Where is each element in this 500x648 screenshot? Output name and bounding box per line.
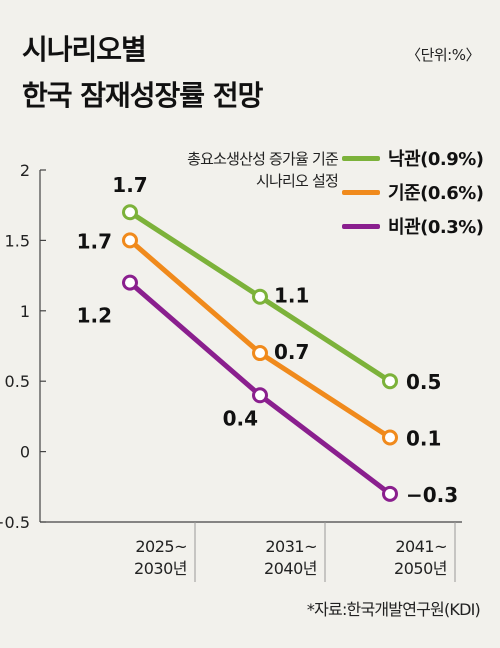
y-tick-label: 0.5 (5, 372, 30, 391)
x-tick-label: 2025~ (135, 537, 187, 556)
legend-swatch-baseline (342, 189, 380, 195)
x-tick-label: 2041~ (395, 537, 447, 556)
y-tick-label: 1.5 (5, 231, 30, 250)
legend-swatch-optimistic (342, 155, 380, 161)
data-point-2-0 (122, 274, 138, 291)
chart-title-line1: 시나리오별 (22, 33, 147, 66)
unit-label: 〈단위:%〉 (406, 46, 480, 64)
legend-item-optimistic: 낙관(0.9%) (342, 141, 484, 175)
legend-item-pessimistic: 비관(0.3%) (342, 209, 484, 243)
legend-label-pessimistic: 비관(0.3%) (388, 217, 484, 238)
data-label-0-1: 1.1 (274, 284, 309, 308)
scenario-note-line2: 시나리오 설정 (256, 172, 339, 190)
y-tick-label: −0.5 (0, 513, 30, 532)
data-point-0-1 (252, 288, 268, 305)
x-tick-label: 2030년 (134, 559, 187, 578)
data-point-2-2 (382, 485, 398, 502)
data-label-2-0: 1.2 (77, 304, 112, 328)
data-point-1-1 (252, 345, 268, 362)
x-tick-label: 2040년 (264, 559, 317, 578)
chart-title-line2: 한국 잠재성장률 전망 (22, 79, 263, 112)
data-label-1-2: 0.1 (406, 427, 441, 451)
legend-item-baseline: 기준(0.6%) (342, 175, 484, 209)
legend-label-baseline: 기준(0.6%) (388, 183, 484, 204)
data-label-1-1: 0.7 (274, 340, 309, 364)
scenario-note: 총요소생산성 증가율 기준 시나리오 설정 (170, 148, 339, 192)
y-tick-label: 0 (20, 443, 30, 462)
source-note: *자료:한국개발연구원(KDI) (306, 600, 481, 619)
legend-label-optimistic: 낙관(0.9%) (388, 149, 484, 170)
data-point-2-1 (252, 387, 268, 404)
series-line-1 (127, 237, 393, 441)
y-tick-label: 2 (20, 161, 30, 180)
legend-swatch-pessimistic (342, 223, 380, 229)
scenario-note-line1: 총요소생산성 증가율 기준 (187, 150, 339, 168)
data-point-1-0 (122, 232, 138, 249)
data-point-0-2 (382, 373, 398, 390)
data-label-2-1: 0.4 (223, 406, 258, 430)
y-tick-label: 1 (20, 302, 30, 321)
x-tick-label: 2050년 (394, 559, 447, 578)
data-point-0-0 (122, 204, 138, 221)
data-label-1-0: 1.7 (77, 229, 112, 253)
data-label-2-2: −0.3 (406, 483, 458, 507)
x-tick-label: 2031~ (265, 537, 317, 556)
data-label-0-2: 0.5 (406, 370, 441, 394)
data-label-0-0: 1.7 (112, 173, 147, 197)
legend: 낙관(0.9%) 기준(0.6%) 비관(0.3%) (342, 141, 484, 243)
data-point-1-2 (382, 429, 398, 446)
